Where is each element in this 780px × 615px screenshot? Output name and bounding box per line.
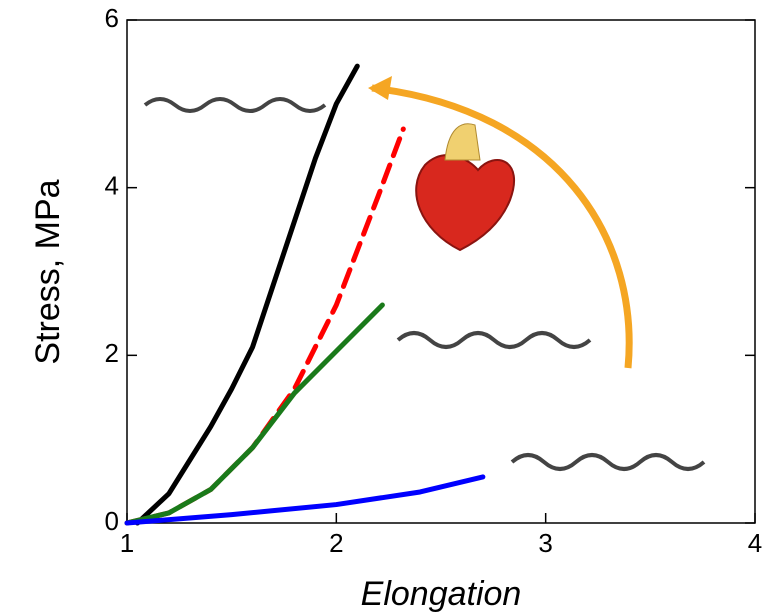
y-tick-label: 2 [105, 338, 119, 368]
x-tick-label: 2 [329, 528, 343, 558]
x-tick-label: 4 [748, 528, 762, 558]
x-tick-label: 3 [538, 528, 552, 558]
polymer [510, 453, 706, 471]
heart-vessel [444, 123, 481, 161]
polymer [143, 97, 327, 113]
series-line [124, 474, 486, 526]
arrowhead [368, 76, 392, 100]
series-line [124, 302, 385, 526]
polymer [396, 331, 592, 349]
illustrations [143, 76, 706, 471]
series-line [134, 63, 360, 526]
y-tick-label: 0 [105, 506, 119, 536]
arrow [371, 84, 633, 369]
y-tick-label: 4 [105, 171, 119, 201]
x-tick-label: 1 [120, 528, 134, 558]
plot-frame [126, 19, 756, 524]
x-axis-label: Elongation [361, 575, 522, 613]
y-tick-label: 6 [105, 3, 119, 33]
heart [415, 154, 516, 252]
y-axis-label: Stress, MPa [29, 179, 67, 364]
